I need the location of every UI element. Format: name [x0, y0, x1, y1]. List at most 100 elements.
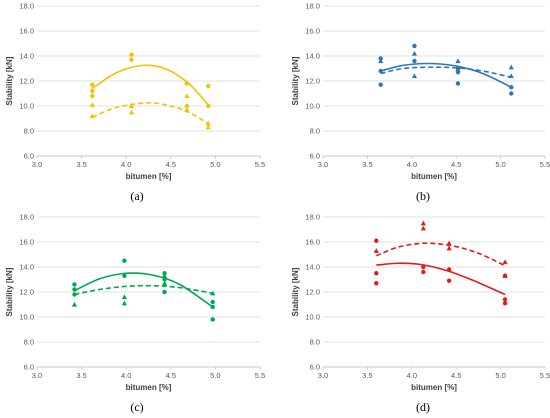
y-tick-label: 14.0: [19, 263, 34, 272]
x-tick-label: 5.0: [210, 371, 220, 380]
x-tick-label: 5.5: [540, 371, 550, 380]
data-point-circle: [122, 273, 127, 278]
x-tick-label: 5.5: [540, 160, 550, 169]
data-point-triangle: [420, 225, 426, 231]
data-point-triangle: [121, 294, 128, 300]
x-tick-label: 4.0: [121, 160, 131, 169]
x-tick-label: 5.0: [495, 371, 505, 380]
data-point-circle: [90, 93, 95, 99]
data-point-circle: [206, 83, 211, 89]
data-point-triangle: [184, 93, 190, 99]
data-point-circle: [184, 103, 190, 109]
data-point-triangle: [508, 64, 514, 70]
data-point-triangle: [161, 280, 168, 286]
y-tick-label: 18.0: [305, 213, 320, 222]
x-tick-label: 4.5: [451, 371, 461, 380]
x-tick-label: 5.0: [210, 160, 220, 169]
data-point-triangle: [411, 50, 418, 56]
y-tick-label: 16.0: [305, 27, 320, 36]
data-point-circle: [421, 264, 426, 270]
data-point-circle: [184, 81, 190, 86]
y-tick-label: 10.0: [305, 313, 320, 322]
trendline-solid: [376, 262, 506, 296]
data-point-triangle: [89, 113, 95, 119]
trendline-dashed: [74, 284, 213, 296]
y-tick-label: 10.0: [19, 102, 34, 111]
chart-panel-b: 6.0 8.0 10.0 12.0 14.0 16.0 18.0 3.0 3.5 4.0 4.5 5.…: [291, 2, 550, 204]
y-tick-label: 6.0: [310, 363, 320, 372]
panel-caption: (c): [130, 400, 143, 414]
y-tick-label: 12.0: [19, 77, 34, 86]
y-tick-label: 14.0: [305, 263, 320, 272]
data-point-triangle: [210, 290, 216, 296]
y-axis-label: Stability [kN]: [291, 56, 300, 105]
data-point-circle: [446, 278, 452, 283]
data-point-triangle: [128, 109, 135, 115]
chart-panel-c: 6.0 8.0 10.0 12.0 14.0 16.0 18.0 3.0 3.5 4.0 4.5 5.…: [5, 213, 265, 415]
data-point-circle: [122, 258, 127, 263]
y-tick-label: 8.0: [24, 127, 34, 136]
x-tick-label: 4.5: [451, 160, 461, 169]
chart-panel-a: 6.0 8.0 10.0 12.0 14.0 16.0 18.0 3.0 3.5 4.0 4.5 5.…: [5, 2, 265, 204]
trendline-solid: [91, 64, 209, 106]
data-point-circle: [455, 81, 461, 86]
trendline-dashed: [375, 242, 506, 267]
panel-caption: (b): [416, 189, 430, 203]
x-tick-label: 4.5: [166, 371, 176, 380]
data-point-circle: [206, 103, 211, 109]
y-axis-label: Stability [kN]: [5, 56, 14, 105]
x-tick-label: 5.5: [255, 160, 265, 169]
data-point-circle: [162, 277, 167, 282]
data-point-circle: [509, 85, 514, 90]
data-point-circle: [90, 88, 95, 94]
x-axis-label: bitumen [%]: [126, 172, 172, 181]
x-tick-label: 3.0: [318, 371, 328, 380]
data-point-triangle: [508, 73, 514, 79]
x-tick-label: 5.5: [255, 371, 265, 380]
x-tick-label: 3.0: [32, 160, 42, 169]
y-tick-label: 10.0: [19, 313, 34, 322]
y-tick-label: 14.0: [305, 52, 320, 61]
data-point-circle: [374, 281, 379, 286]
x-tick-label: 3.0: [32, 371, 42, 380]
y-tick-label: 8.0: [24, 338, 34, 347]
trendline-solid: [380, 62, 512, 88]
x-tick-label: 3.5: [76, 160, 86, 169]
y-axis-label: Stability [kN]: [5, 267, 14, 316]
data-point-circle: [129, 57, 134, 62]
data-point-triangle: [71, 301, 78, 307]
data-point-circle: [210, 299, 215, 305]
data-point-triangle: [420, 220, 426, 226]
data-point-circle: [412, 43, 417, 49]
panel-caption: (a): [130, 189, 143, 203]
data-point-triangle: [205, 120, 211, 126]
y-tick-label: 14.0: [19, 52, 34, 61]
data-point-circle: [502, 301, 508, 306]
x-tick-label: 3.5: [76, 371, 86, 380]
data-point-triangle: [89, 102, 95, 107]
x-axis-label: bitumen [%]: [126, 383, 172, 392]
data-point-triangle: [502, 259, 508, 265]
x-tick-label: 4.0: [407, 160, 417, 169]
y-tick-label: 18.0: [19, 2, 34, 11]
data-point-triangle: [128, 103, 135, 109]
x-tick-label: 5.0: [495, 160, 505, 169]
x-tick-label: 3.5: [362, 160, 372, 169]
data-point-triangle: [446, 240, 452, 246]
data-point-circle: [412, 58, 417, 64]
y-tick-label: 6.0: [24, 363, 34, 372]
data-point-circle: [210, 317, 215, 322]
trendline-dashed: [380, 66, 512, 79]
data-point-circle: [210, 304, 215, 310]
y-tick-label: 16.0: [19, 238, 34, 247]
data-point-triangle: [373, 248, 379, 253]
x-axis-label: bitumen [%]: [411, 383, 457, 392]
data-point-circle: [72, 282, 77, 287]
y-tick-label: 16.0: [19, 27, 34, 36]
data-point-circle: [446, 267, 452, 272]
trendline-dashed: [92, 102, 209, 125]
x-axis-label: bitumen [%]: [411, 172, 457, 181]
chart-panel-d: 6.0 8.0 10.0 12.0 14.0 16.0 18.0 3.0 3.5 4.0 4.5 5.…: [291, 213, 550, 415]
data-point-circle: [378, 82, 383, 87]
